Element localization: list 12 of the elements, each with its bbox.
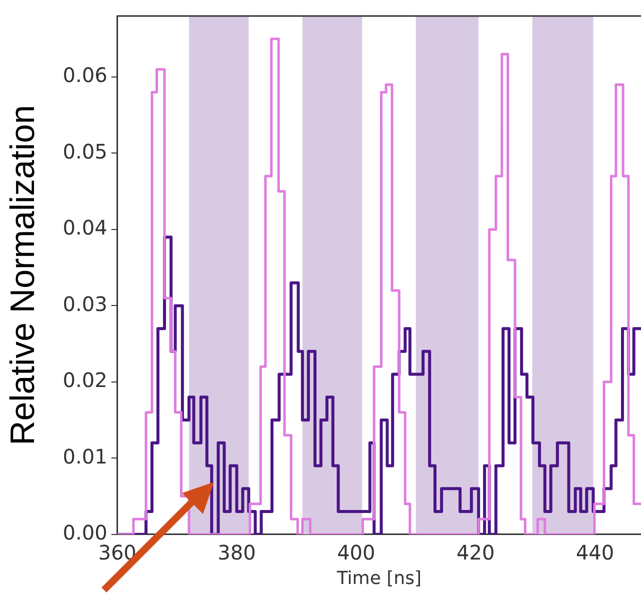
x-axis-title: Time [ns] [336, 568, 422, 589]
x-tick-label: 420 [456, 540, 495, 565]
y-tick-label: 0.02 [62, 368, 108, 392]
x-tick-label: 440 [576, 540, 614, 565]
y-tick-label: 0.04 [62, 216, 108, 240]
y-tick-label: 0.06 [62, 63, 108, 88]
x-tick-label: 400 [337, 540, 376, 565]
y-axis-title: Relative Normalization [4, 105, 42, 446]
y-tick-label: 0.05 [62, 139, 108, 164]
x-tick-label: 380 [218, 540, 256, 565]
y-tick-label: 0.03 [62, 292, 108, 316]
y-tick-label: 0.01 [62, 444, 108, 468]
